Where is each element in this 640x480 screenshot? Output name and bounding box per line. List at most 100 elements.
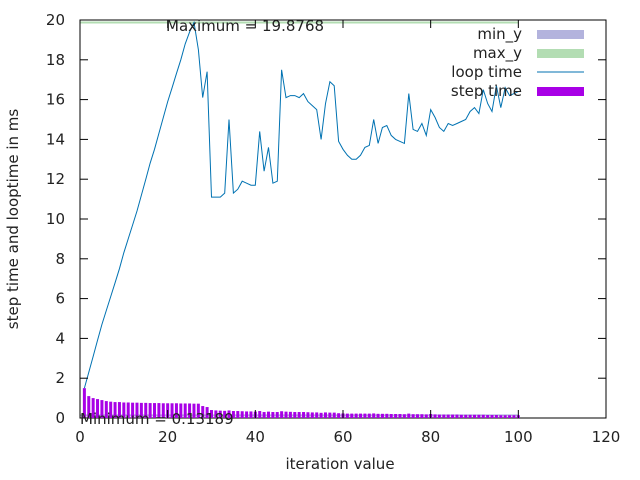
step-time-bar (122, 402, 126, 418)
x-tick-label: 20 (158, 428, 177, 446)
legend-label: min_y (477, 25, 522, 44)
step-time-bar (201, 406, 205, 418)
step-time-bar (100, 400, 104, 418)
step-time-bar (310, 412, 314, 418)
legend-label: step time (451, 82, 522, 100)
step-time-bar (481, 414, 485, 418)
step-time-bar (464, 414, 468, 418)
step-time-bar (126, 402, 130, 418)
x-tick-label: 60 (333, 428, 352, 446)
step-time-bar (398, 414, 402, 418)
step-time-bar (161, 403, 165, 418)
step-time-bar (433, 414, 437, 418)
y-tick-label: 18 (46, 51, 65, 69)
step-time-bar (455, 414, 459, 418)
step-time-bar (389, 414, 393, 418)
step-time-bar (179, 403, 183, 418)
step-time-bar (503, 415, 507, 418)
step-time-bar (218, 410, 222, 418)
step-time-bar (249, 411, 253, 418)
step-time-bar (223, 410, 227, 418)
step-time-bar (214, 410, 218, 418)
y-tick-label: 20 (46, 11, 65, 29)
step-time-bar (437, 414, 441, 418)
step-time-bar (240, 411, 244, 418)
step-time-bar (109, 401, 113, 418)
step-time-bar (451, 414, 455, 418)
step-time-bar (306, 412, 310, 418)
legend-swatch-box (537, 87, 584, 96)
step-time-bar (227, 410, 231, 418)
step-time-bar (411, 414, 415, 418)
step-time-bar (210, 410, 213, 418)
step-time-bar (196, 403, 200, 418)
legend-label: loop time (451, 63, 522, 81)
x-tick-label: 80 (421, 428, 440, 446)
y-tick-label: 16 (46, 91, 65, 109)
step-time-bar (280, 411, 284, 418)
x-tick-label: 0 (75, 428, 85, 446)
legend-swatch-box (537, 49, 584, 58)
step-time-bar (512, 415, 516, 418)
step-time-bar (446, 414, 450, 418)
step-time-bar (297, 412, 301, 418)
loop-time-line (83, 20, 519, 389)
step-time-bar (266, 411, 270, 418)
x-axis-ticks: 0 20 40 60 80 100 120 (75, 20, 620, 446)
step-time-bar (113, 402, 117, 418)
step-time-bar (494, 415, 498, 418)
step-time-bar (258, 411, 262, 418)
step-time-bar (337, 413, 341, 418)
step-time-bar (473, 414, 476, 418)
step-time-bar (367, 413, 371, 418)
step-time-bar (148, 403, 152, 418)
step-time-bar (354, 413, 358, 418)
y-tick-label: 2 (55, 369, 65, 387)
step-time-bar (271, 412, 275, 418)
step-time-bar (275, 412, 279, 418)
step-time-bar (135, 402, 139, 418)
step-time-bar (328, 412, 332, 418)
y-tick-label: 4 (55, 329, 65, 347)
step-time-bar (262, 412, 266, 418)
step-time-bar (359, 413, 363, 418)
step-time-bar (424, 414, 428, 418)
y-tick-label: 0 (55, 409, 65, 427)
step-time-bar (319, 412, 323, 418)
x-tick-label: 100 (504, 428, 533, 446)
step-time-bar (486, 415, 490, 418)
step-time-bar (245, 411, 249, 418)
step-time-bar (499, 415, 503, 418)
step-time-bar (508, 415, 512, 418)
step-time-bar (372, 413, 376, 418)
y-axis-ticks: 0 2 4 6 8 10 12 14 16 18 20 (46, 11, 606, 427)
step-time-bar (288, 411, 292, 418)
step-time-bar (477, 414, 481, 418)
step-time-bar (420, 414, 424, 418)
step-time-bar (157, 403, 161, 418)
x-axis-label: iteration value (285, 455, 394, 473)
step-time-bar (416, 414, 420, 418)
y-tick-label: 14 (46, 130, 65, 148)
step-time-bar (87, 396, 91, 418)
step-time-bar (231, 411, 235, 418)
step-time-bar (345, 413, 349, 418)
step-time-bar (332, 412, 336, 418)
step-time-bar (174, 403, 178, 418)
minimum-annotation: Minimum = 0.13189 (80, 410, 234, 428)
step-time-bar (468, 414, 472, 418)
step-time-bars (82, 388, 520, 418)
maximum-annotation: Maximum = 19.8768 (166, 17, 324, 35)
step-time-bar (293, 412, 297, 418)
step-time-bar (407, 413, 411, 418)
step-time-bar (394, 414, 398, 418)
x-tick-label: 120 (592, 428, 621, 446)
step-time-bar (96, 399, 100, 418)
step-time-bar (363, 413, 367, 418)
step-time-bar (323, 412, 327, 418)
step-time-bar (459, 414, 463, 418)
x-tick-label: 40 (246, 428, 265, 446)
y-tick-label: 8 (55, 250, 65, 268)
